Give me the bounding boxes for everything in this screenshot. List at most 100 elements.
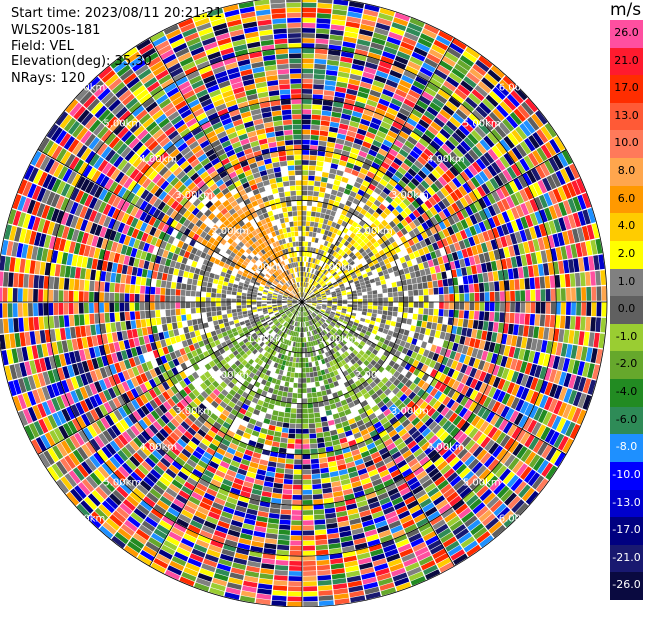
range-gate <box>303 464 311 469</box>
range-gate <box>283 484 292 489</box>
range-gate <box>299 358 302 363</box>
range-gate <box>85 325 91 336</box>
range-gate <box>162 324 168 331</box>
range-gate <box>378 302 383 306</box>
range-gate <box>428 288 433 295</box>
range-gate <box>415 326 421 333</box>
range-gate <box>275 473 284 479</box>
range-gate <box>317 438 324 443</box>
range-gate <box>292 505 302 510</box>
range-gate <box>302 53 314 58</box>
range-gate <box>312 479 321 484</box>
range-gate <box>320 131 329 137</box>
range-gate <box>302 170 308 175</box>
range-gate <box>408 290 413 296</box>
range-gate <box>280 438 287 443</box>
range-gate <box>240 321 245 325</box>
range-gate <box>428 281 433 288</box>
range-gate <box>150 303 155 310</box>
range-gate <box>161 317 166 324</box>
range-gate <box>393 307 398 312</box>
range-gate <box>161 280 166 287</box>
range-gate <box>302 196 307 201</box>
range-gate <box>186 290 191 296</box>
range-gate <box>43 303 48 315</box>
range-gate <box>284 413 290 418</box>
range-gate <box>363 305 368 308</box>
range-gate <box>49 277 54 289</box>
range-gate <box>70 327 76 339</box>
range-gate <box>319 187 325 192</box>
range-gate <box>43 290 48 302</box>
range-gate <box>307 211 312 216</box>
range-gate <box>550 275 556 287</box>
range-gate <box>324 436 331 442</box>
range-gate <box>303 551 315 556</box>
range-gate <box>274 575 288 581</box>
range-gate <box>415 271 421 278</box>
range-gate <box>288 439 295 444</box>
range-gate <box>510 291 515 301</box>
range-gate <box>468 320 474 329</box>
range-gate <box>318 448 326 453</box>
range-gate <box>293 342 296 347</box>
range-gate <box>264 543 276 549</box>
range-gate <box>535 314 540 326</box>
range-gate <box>303 596 317 601</box>
range-gate <box>315 59 327 64</box>
range-gate <box>325 405 331 411</box>
range-gate <box>330 404 336 410</box>
range-gate <box>422 282 427 289</box>
range-gate <box>232 291 237 295</box>
range-gate <box>266 435 274 441</box>
range-gate <box>221 302 226 306</box>
range-gate <box>378 294 383 298</box>
range-gate <box>327 533 339 539</box>
range-gate <box>313 227 317 232</box>
range-gate <box>186 314 191 320</box>
range-gate <box>439 264 445 272</box>
range-gate <box>316 433 323 438</box>
range-gate <box>508 324 514 335</box>
range-gate <box>309 418 315 423</box>
range-gate <box>65 327 71 339</box>
range-gate <box>211 307 216 312</box>
range-gate <box>288 596 302 601</box>
range-gate <box>287 444 294 449</box>
range-gate <box>33 289 38 302</box>
range-gate <box>315 535 327 540</box>
range-gate <box>321 121 330 127</box>
range-gate <box>201 297 206 302</box>
range-gate <box>332 107 342 113</box>
range-gate <box>222 290 227 294</box>
range-gate <box>313 89 323 94</box>
range-gate <box>180 334 186 341</box>
range-gate <box>268 518 279 524</box>
range-gate <box>39 317 45 330</box>
range-gate <box>343 300 348 302</box>
range-gate <box>425 268 431 275</box>
range-gate <box>303 530 314 535</box>
range-gate <box>416 277 422 283</box>
range-gate <box>310 438 317 443</box>
range-gate <box>565 274 571 287</box>
range-gate <box>125 293 130 302</box>
range-gate <box>302 236 305 241</box>
range-gate <box>268 461 277 467</box>
range-gate <box>160 288 165 295</box>
range-gate <box>402 335 408 341</box>
range-gate <box>449 286 454 294</box>
range-gate <box>563 330 569 343</box>
range-gate <box>576 287 581 300</box>
range-gate <box>216 307 221 311</box>
range-gate <box>237 305 242 308</box>
range-gate <box>413 332 419 339</box>
range-gate <box>0 287 2 302</box>
range-gate <box>308 191 314 196</box>
range-gate <box>528 326 534 338</box>
range-gate <box>541 289 546 301</box>
range-gate <box>560 274 566 287</box>
range-gate <box>28 275 34 288</box>
range-gate <box>125 303 130 312</box>
range-gate <box>303 434 310 439</box>
